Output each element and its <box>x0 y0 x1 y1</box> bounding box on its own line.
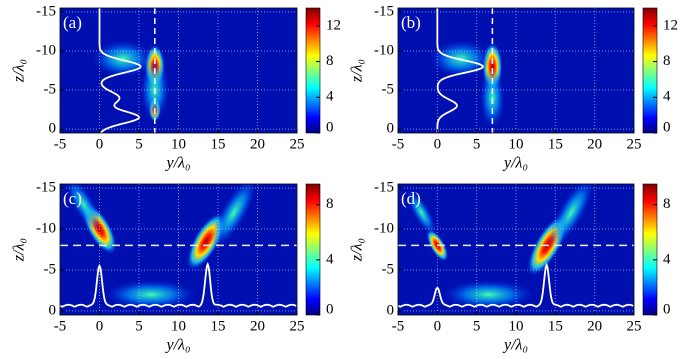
colorbar-tick-label: 8 <box>663 53 671 69</box>
panel-label: (b) <box>401 13 421 32</box>
y-tick-label: -10 <box>374 220 394 236</box>
y-tick-label: -5 <box>382 81 395 97</box>
y-tick-label: -5 <box>382 261 395 277</box>
x-tick-label: 20 <box>587 136 602 152</box>
colorbar-tick-label: 8 <box>326 53 334 69</box>
y-axis-label: z/λ₀ <box>349 238 366 262</box>
x-tick-label: 15 <box>548 318 563 334</box>
x-tick-label: 5 <box>135 318 143 334</box>
intensity-spot <box>211 184 257 248</box>
intensity-spot <box>105 280 196 309</box>
profile-curve <box>398 262 634 308</box>
intensity-spot <box>443 280 534 309</box>
x-tick-label: 10 <box>509 136 524 152</box>
intensity-spot <box>66 184 102 231</box>
y-tick-label: -5 <box>44 261 57 277</box>
y-axis-label: z/λ₀ <box>349 59 366 83</box>
x-tick-label: 10 <box>171 136 186 152</box>
x-axis-label: y/λ₀ <box>502 337 528 354</box>
y-tick-label: 0 <box>387 121 395 137</box>
colorbar-tick-label: 8 <box>663 196 671 212</box>
y-tick-label: -10 <box>36 42 56 58</box>
colorbar-tick-label: 12 <box>663 17 678 33</box>
y-tick-label: -10 <box>36 220 56 236</box>
x-tick-label: 0 <box>434 318 442 334</box>
colorbar-tick-label: 0 <box>663 301 671 317</box>
y-axis-label: z/λ₀ <box>11 238 28 262</box>
colorbar <box>305 7 321 134</box>
x-tick-label: 10 <box>171 318 186 334</box>
heatmap <box>398 8 634 133</box>
x-tick-label: 20 <box>250 318 265 334</box>
profile-curve <box>60 261 297 308</box>
y-tick-label: -15 <box>36 180 56 196</box>
x-tick-label: -5 <box>392 136 405 152</box>
x-axis-label: y/λ₀ <box>502 155 528 172</box>
x-tick-label: 25 <box>627 318 642 334</box>
x-axis-label: y/λ₀ <box>164 337 190 354</box>
intensity-spot <box>480 67 505 128</box>
intensity-spot <box>406 189 437 236</box>
x-tick-label: 15 <box>211 318 226 334</box>
x-tick-label: 20 <box>587 318 602 334</box>
intensity-spot <box>93 40 154 77</box>
heatmap <box>398 184 634 315</box>
colorbar-tick-label: 0 <box>326 119 334 135</box>
x-tick-label: 5 <box>135 136 143 152</box>
x-tick-label: 5 <box>473 318 481 334</box>
intensity-spot <box>548 184 594 248</box>
y-axis-label: z/λ₀ <box>11 59 28 83</box>
x-tick-label: 25 <box>627 136 642 152</box>
colorbar-tick-label: 4 <box>663 89 671 105</box>
colorbar-tick-label: 12 <box>326 17 341 33</box>
y-tick-label: -10 <box>374 42 394 58</box>
x-tick-label: 0 <box>96 136 104 152</box>
panel-label: (a) <box>63 13 82 32</box>
profile-curve <box>436 8 484 133</box>
y-tick-label: 0 <box>387 302 395 318</box>
colorbar-tick-label: 4 <box>663 251 671 267</box>
x-tick-label: 10 <box>509 318 524 334</box>
x-tick-label: 0 <box>96 318 104 334</box>
x-axis-label: y/λ₀ <box>164 155 190 172</box>
x-tick-label: 25 <box>290 318 305 334</box>
x-tick-label: 15 <box>548 136 563 152</box>
colorbar <box>305 183 321 316</box>
x-tick-label: 20 <box>250 136 265 152</box>
y-tick-label: -15 <box>36 3 56 19</box>
y-tick-label: -15 <box>374 3 394 19</box>
x-tick-label: -5 <box>392 318 405 334</box>
y-tick-label: -5 <box>44 81 57 97</box>
panel-label: (c) <box>63 189 82 208</box>
colorbar-tick-label: 8 <box>326 196 334 212</box>
profile-curve <box>98 8 142 133</box>
x-tick-label: 25 <box>290 136 305 152</box>
x-tick-label: 0 <box>434 136 442 152</box>
x-tick-label: -5 <box>54 136 67 152</box>
x-tick-label: 15 <box>211 136 226 152</box>
y-tick-label: 0 <box>49 302 57 318</box>
colorbar-tick-label: 0 <box>663 119 671 135</box>
heatmap <box>60 8 297 133</box>
colorbar-tick-label: 4 <box>326 251 334 267</box>
colorbar <box>642 7 658 134</box>
colorbar-tick-label: 4 <box>326 89 334 105</box>
colorbar-tick-label: 0 <box>326 301 334 317</box>
panel-label: (d) <box>401 189 421 208</box>
colorbar <box>642 183 658 316</box>
y-tick-label: 0 <box>49 121 57 137</box>
x-tick-label: 5 <box>473 136 481 152</box>
x-tick-label: -5 <box>54 318 67 334</box>
y-tick-label: -15 <box>374 180 394 196</box>
heatmap <box>60 184 297 315</box>
